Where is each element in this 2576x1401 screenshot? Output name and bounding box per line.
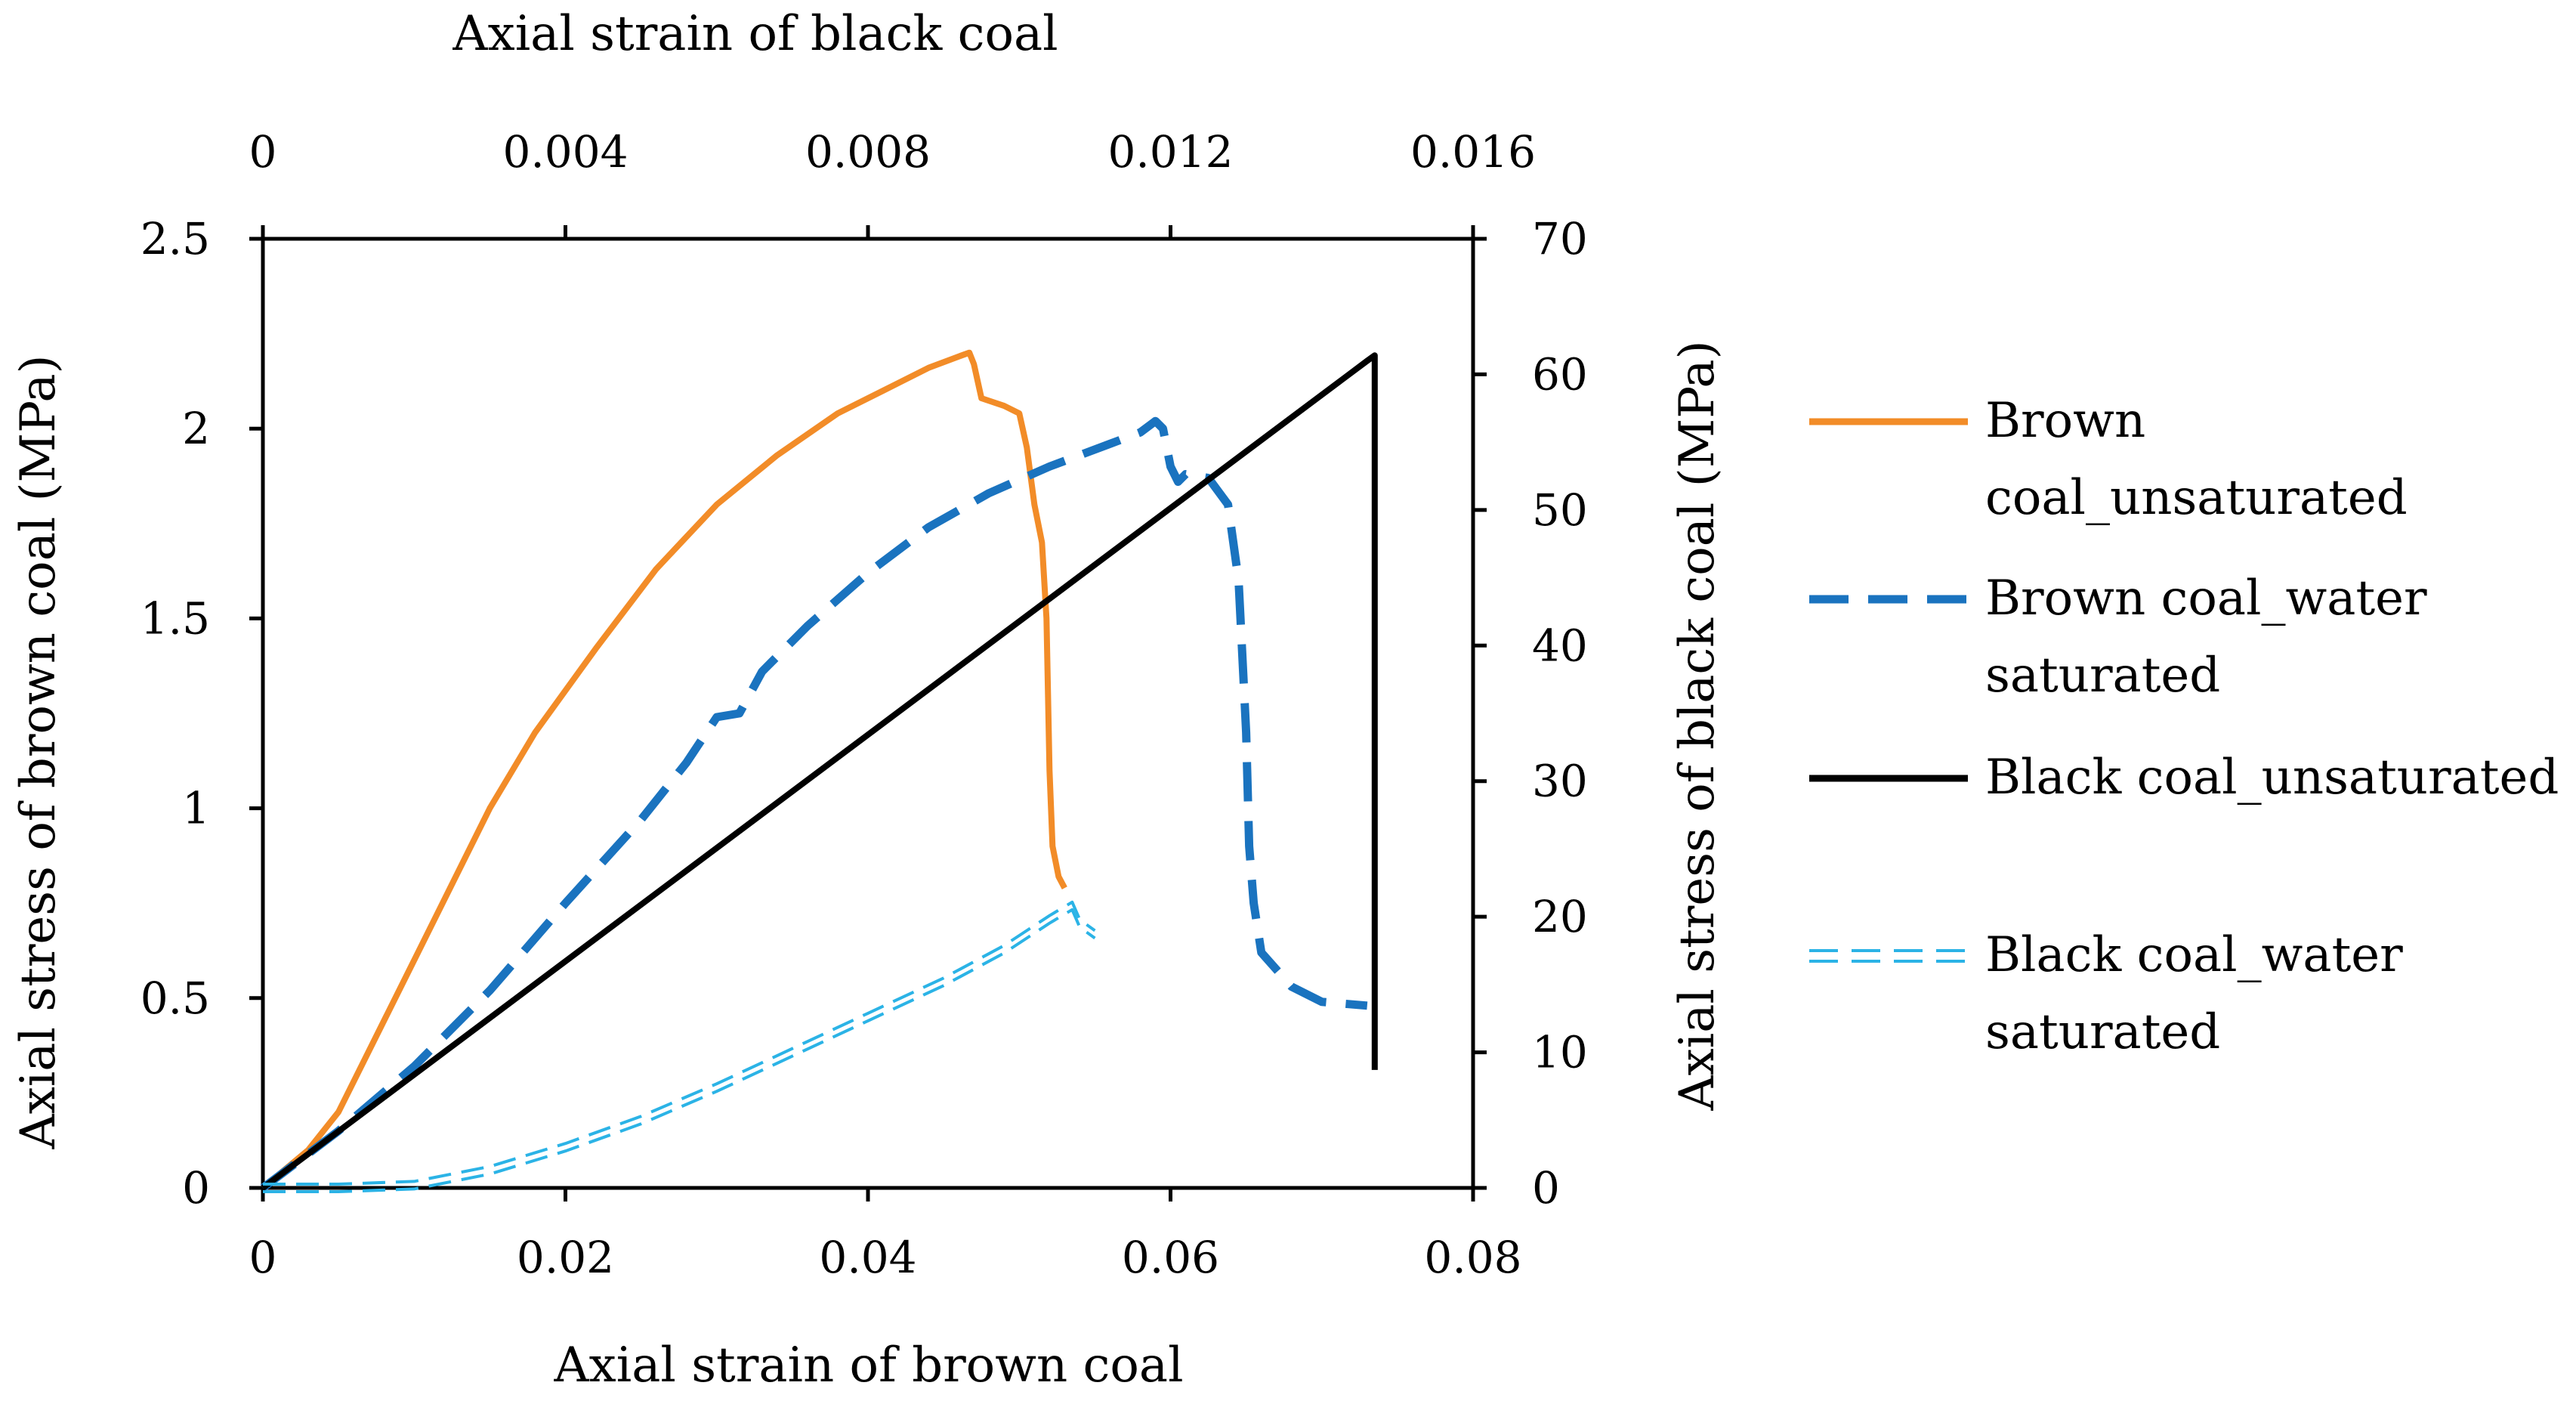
left-tick-label: 0 — [182, 1162, 210, 1214]
bottom-tick-label: 0.02 — [517, 1232, 614, 1283]
right-tick-label: 30 — [1532, 756, 1588, 807]
left-tick-label: 2 — [182, 403, 210, 454]
top-axis-ticks: 0 0.004 0.008 0.012 0.016 — [249, 126, 1536, 239]
right-tick-label: 60 — [1532, 348, 1588, 400]
left-tick-label: 1 — [182, 783, 210, 834]
right-tick-label: 70 — [1532, 213, 1588, 264]
legend-label: Black coal_unsaturated — [1985, 750, 2559, 806]
legend-label: coal_unsaturated — [1985, 470, 2408, 526]
bottom-tick-label: 0 — [249, 1232, 277, 1283]
left-tick-label: 1.5 — [141, 592, 210, 644]
left-tick-label: 0.5 — [141, 973, 210, 1024]
bottom-tick-label: 0.06 — [1122, 1232, 1219, 1283]
left-tick-label: 2.5 — [141, 213, 210, 264]
series-line-brown-coal-unsaturated — [261, 349, 1067, 1191]
top-tick-label: 0.012 — [1107, 126, 1233, 178]
top-tick-label: 0.016 — [1410, 126, 1536, 178]
legend-label: Black coal_water — [1985, 927, 2403, 983]
left-axis-ticks: 0 0.5 1 1.5 2 2.5 — [141, 213, 263, 1214]
top-tick-label: 0 — [249, 126, 277, 178]
right-axis-ticks: 0 10 20 30 40 50 60 70 — [1473, 213, 1588, 1214]
series-line-black-coal-water-saturated-second-stroke — [263, 908, 1096, 1193]
bottom-tick-label: 0.08 — [1424, 1232, 1521, 1283]
right-axis-title: Axial stress of black coal (MPa) — [1669, 340, 1725, 1111]
right-tick-label: 50 — [1532, 484, 1588, 536]
series-line-black-coal-water-saturated — [263, 900, 1096, 1186]
legend-item-black-coal-unsaturated: Black coal_unsaturated — [1809, 750, 2559, 806]
legend-label: saturated — [1985, 648, 2220, 704]
series-line-black-coal-unsaturated — [261, 352, 1378, 1191]
left-axis-title: Axial stress of brown coal (MPa) — [11, 355, 66, 1150]
top-tick-label: 0.004 — [502, 126, 628, 178]
right-tick-label: 20 — [1532, 891, 1588, 942]
bottom-axis-ticks: 0 0.02 0.04 0.06 0.08 — [249, 1188, 1522, 1283]
right-tick-label: 40 — [1532, 620, 1588, 671]
top-axis-title: Axial strain of black coal — [452, 6, 1058, 62]
legend: Brown coal_unsaturated Brown coal_water … — [1809, 393, 2559, 1060]
right-tick-label: 0 — [1532, 1162, 1560, 1214]
top-tick-label: 0.008 — [805, 126, 931, 178]
legend-label: Brown coal_water — [1985, 571, 2427, 626]
legend-item-black-coal-water-saturated: Black coal_water saturated — [1809, 927, 2403, 1060]
series-layer — [260, 349, 1378, 1193]
legend-label: Brown — [1985, 393, 2145, 449]
right-tick-label: 10 — [1532, 1027, 1588, 1078]
legend-label: saturated — [1985, 1004, 2220, 1060]
bottom-tick-label: 0.04 — [819, 1232, 916, 1283]
legend-item-brown-coal-unsaturated: Brown coal_unsaturated — [1809, 393, 2408, 526]
bottom-axis-title: Axial strain of brown coal — [553, 1338, 1183, 1393]
legend-item-brown-coal-water-saturated: Brown coal_water saturated — [1809, 571, 2427, 704]
series-line-brown-coal-water-saturated — [260, 416, 1368, 1192]
